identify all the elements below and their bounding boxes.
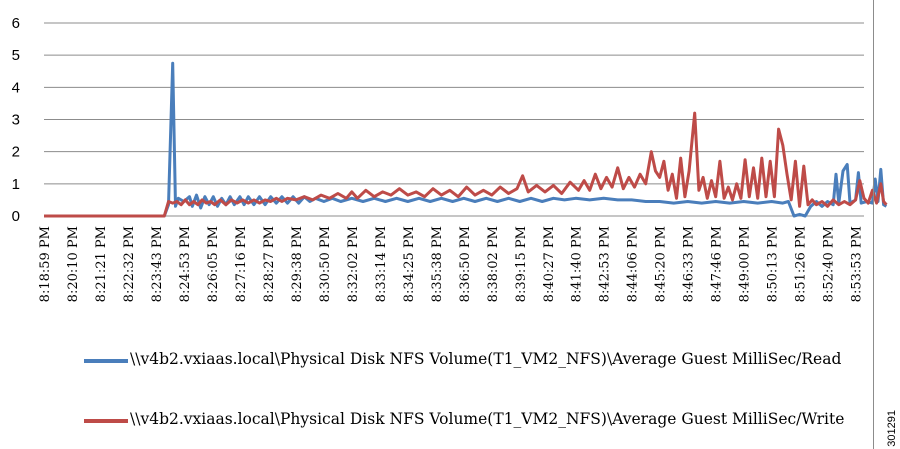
gridlines <box>44 22 864 217</box>
x-tick-label: 8:51:26 PM <box>794 226 809 302</box>
x-tick-label: 8:42:53 PM <box>598 226 613 302</box>
x-tick-label: 8:32:02 PM <box>346 226 361 302</box>
figure-id: 301291 <box>886 410 898 447</box>
x-tick-label: 8:22:32 PM <box>122 226 137 302</box>
x-tick-label: 8:34:25 PM <box>402 226 417 302</box>
series-lines <box>44 61 888 218</box>
x-tick-label: 8:47:46 PM <box>710 226 725 302</box>
x-tick-label: 8:36:50 PM <box>458 226 473 302</box>
x-tick-label: 8:18:59 PM <box>38 226 53 302</box>
legend-swatch-write <box>84 419 128 423</box>
x-tick-label: 8:29:38 PM <box>290 226 305 302</box>
x-axis-ticks: 8:18:59 PM 8:20:10 PM 8:21:21 PM 8:22:32 PM… <box>38 226 865 302</box>
x-tick-label: 8:20:10 PM <box>66 226 81 302</box>
x-tick-label: 8:44:06 PM <box>626 226 641 302</box>
series-line-write <box>44 111 888 218</box>
y-tick-label: 2 <box>12 144 20 161</box>
series-line-read <box>44 61 888 218</box>
y-axis-ticks: 0 1 2 3 4 5 6 <box>12 15 20 225</box>
x-tick-label: 8:41:40 PM <box>570 226 585 302</box>
x-tick-label: 8:35:38 PM <box>430 226 445 302</box>
x-tick-label: 8:52:40 PM <box>822 226 837 302</box>
x-tick-label: 8:38:02 PM <box>486 226 501 302</box>
legend-label-read: \\v4b2.vxiaas.local\Physical Disk NFS Vo… <box>130 350 842 368</box>
y-tick-label: 6 <box>12 15 20 32</box>
x-tick-label: 8:53:53 PM <box>850 226 865 302</box>
x-tick-label: 8:49:00 PM <box>738 226 753 302</box>
x-tick-label: 8:40:27 PM <box>542 226 557 302</box>
x-tick-label: 8:50:13 PM <box>766 226 781 302</box>
legend-swatch-read <box>84 359 128 363</box>
y-tick-label: 1 <box>12 176 20 193</box>
x-tick-label: 8:28:27 PM <box>262 226 277 302</box>
x-tick-label: 8:45:20 PM <box>654 226 669 302</box>
x-tick-label: 8:30:50 PM <box>318 226 333 302</box>
x-tick-label: 8:33:14 PM <box>374 226 389 302</box>
y-tick-label: 3 <box>12 112 20 129</box>
y-tick-label: 0 <box>12 208 20 225</box>
x-tick-label: 8:23:43 PM <box>150 226 165 302</box>
y-tick-label: 4 <box>12 79 20 96</box>
x-tick-label: 8:39:15 PM <box>514 226 529 302</box>
legend-label-write: \\v4b2.vxiaas.local\Physical Disk NFS Vo… <box>130 410 845 428</box>
x-tick-label: 8:24:53 PM <box>178 226 193 302</box>
x-tick-label: 8:21:21 PM <box>94 226 109 302</box>
y-tick-label: 5 <box>12 47 20 64</box>
x-tick-label: 8:46:33 PM <box>682 226 697 302</box>
x-tick-label: 8:27:16 PM <box>234 226 249 302</box>
x-tick-label: 8:26:05 PM <box>206 226 221 302</box>
